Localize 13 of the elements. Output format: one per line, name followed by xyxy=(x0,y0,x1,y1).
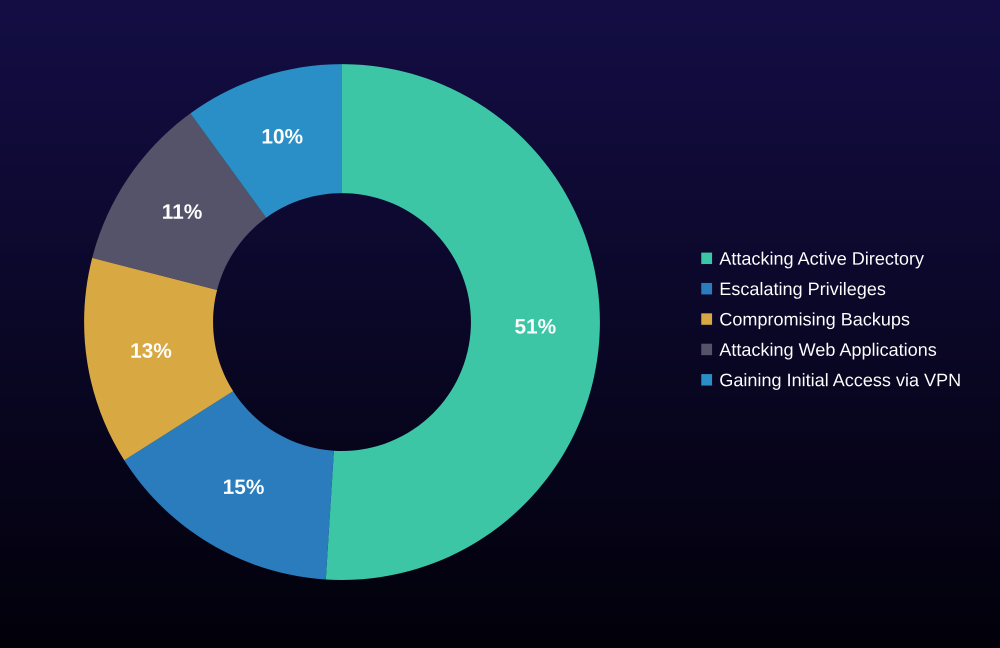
donut-slice xyxy=(84,258,234,460)
donut-slice xyxy=(326,64,600,580)
donut-slice xyxy=(124,391,334,580)
data-label: 10% xyxy=(262,128,303,144)
legend-label: Attacking Active Directory xyxy=(719,252,924,268)
legend-label: Attacking Web Applications xyxy=(719,342,936,360)
legend-label: Escalating Privileges xyxy=(720,282,886,299)
data-label: 11% xyxy=(163,204,202,219)
legend-label: Compromising Backups xyxy=(720,312,910,330)
data-label: 13% xyxy=(131,343,172,358)
data-label: 15% xyxy=(224,479,264,494)
legend-label: Gaining Initial Access via VPN xyxy=(720,373,960,390)
data-label: 51% xyxy=(515,319,556,334)
